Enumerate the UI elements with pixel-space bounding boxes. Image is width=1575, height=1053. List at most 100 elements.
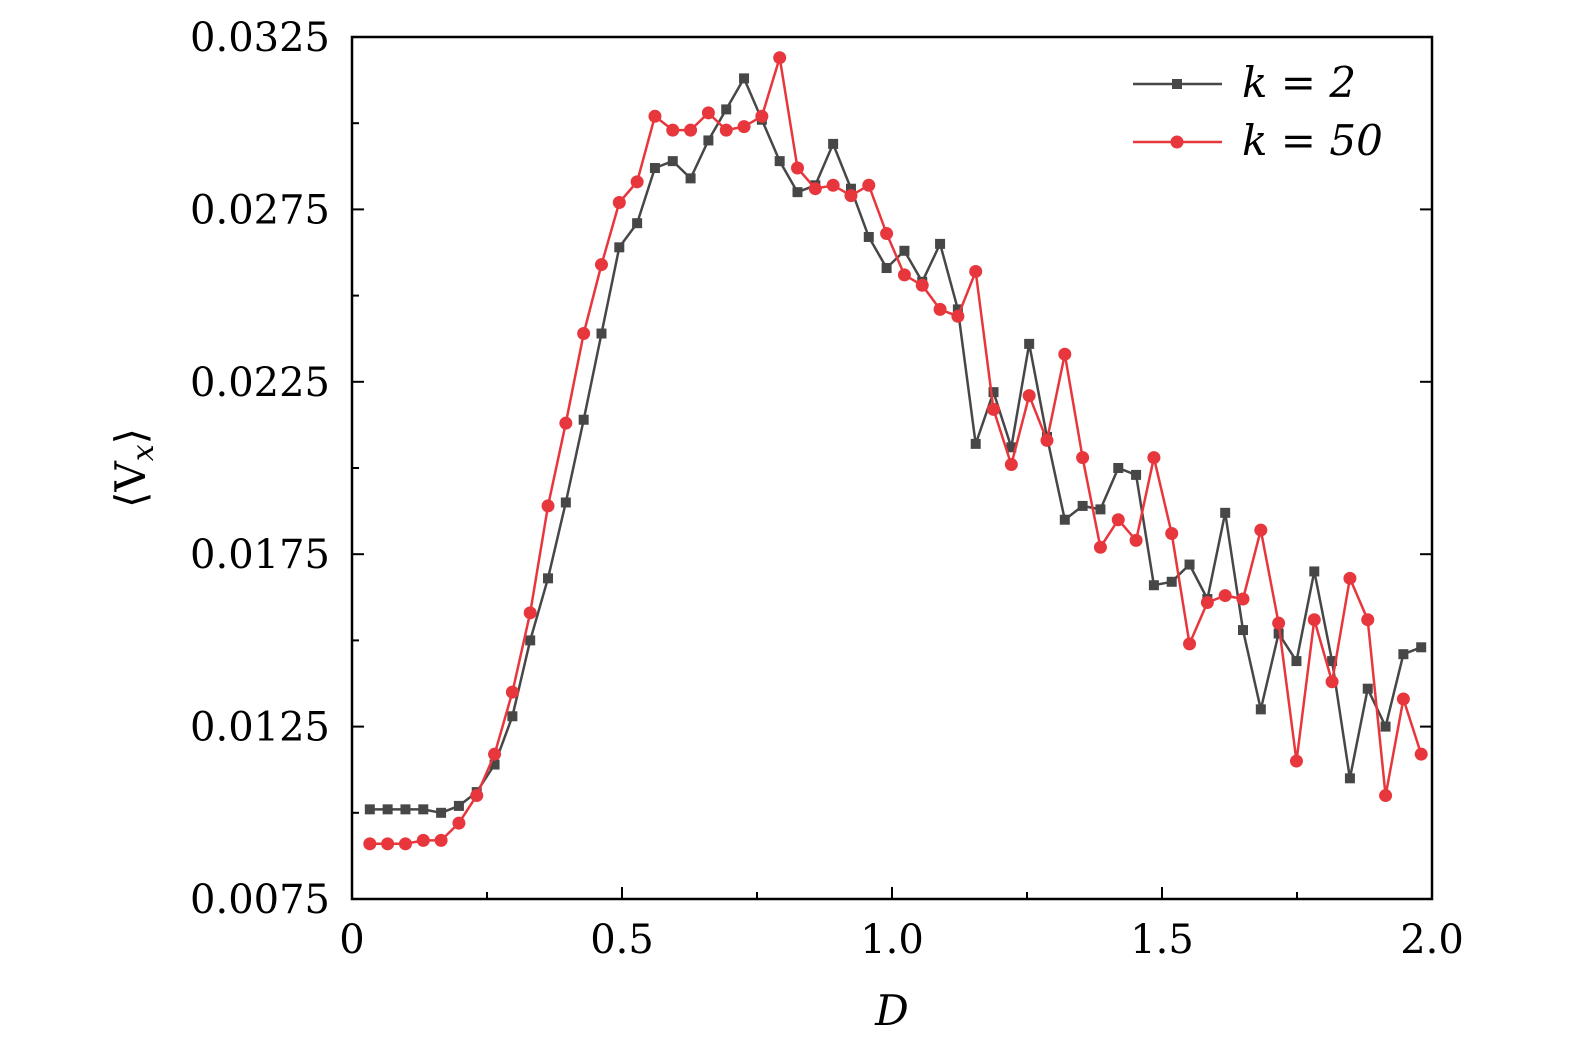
data-point	[1147, 451, 1161, 465]
data-point	[1004, 458, 1018, 472]
legend-k2-label: k = 2	[1242, 58, 1356, 107]
data-point	[648, 109, 662, 123]
data-point	[452, 816, 466, 830]
data-point	[1255, 704, 1266, 715]
data-point	[559, 416, 573, 430]
series-line	[369, 77, 1422, 815]
data-point	[418, 804, 429, 815]
data-point	[881, 263, 892, 274]
data-point	[1093, 540, 1107, 554]
data-point	[363, 837, 377, 851]
data-point	[594, 258, 608, 272]
data-point	[684, 123, 698, 137]
data-point	[701, 106, 715, 120]
data-point	[1166, 576, 1177, 587]
data-point	[935, 238, 946, 249]
data-point	[505, 685, 519, 699]
x-axis-ticks: 0 0.5 1.0 1.5 2.0	[339, 887, 1464, 963]
x-tick-label: 0.5	[590, 917, 654, 963]
y-tick-label: 0.0225	[190, 360, 330, 406]
y-tick-label: 0.0275	[190, 187, 330, 233]
data-point	[897, 268, 911, 282]
data-point	[1058, 347, 1072, 361]
data-point	[1254, 523, 1268, 537]
legend: k = 2 k = 50	[1133, 58, 1383, 165]
data-point	[577, 327, 591, 341]
data-point	[1361, 613, 1375, 627]
data-point	[1379, 789, 1393, 803]
series-line	[369, 56, 1423, 846]
data-point	[1416, 642, 1427, 653]
data-point	[666, 123, 680, 137]
legend-k2-marker	[1172, 79, 1182, 89]
data-point	[1076, 451, 1090, 465]
data-point	[1006, 442, 1017, 453]
data-point	[1111, 513, 1125, 527]
data-point	[541, 499, 555, 513]
data-point	[649, 163, 660, 174]
data-point	[685, 173, 696, 184]
plot-frame	[350, 35, 1434, 901]
data-point	[1238, 625, 1248, 636]
data-point	[667, 156, 678, 167]
data-point	[1272, 616, 1286, 630]
data-point	[1325, 675, 1339, 689]
data-point	[1291, 656, 1302, 667]
data-point	[416, 833, 430, 847]
data-point	[525, 635, 536, 646]
data-point	[1273, 628, 1284, 639]
data-point	[826, 178, 840, 192]
legend-k50-marker	[1170, 135, 1184, 149]
data-point	[1380, 721, 1391, 732]
data-point	[398, 837, 412, 851]
data-point	[1165, 527, 1179, 541]
data-point	[969, 264, 983, 278]
data-point	[578, 414, 589, 425]
data-point	[612, 196, 626, 210]
data-point	[488, 747, 502, 761]
data-point	[523, 606, 537, 620]
data-point	[739, 73, 750, 84]
data-point	[951, 309, 965, 323]
data-point	[364, 804, 375, 815]
data-point	[1024, 338, 1035, 349]
data-point	[845, 183, 856, 194]
data-point	[808, 182, 822, 196]
y-tick-label: 0.0125	[190, 705, 330, 751]
data-point	[792, 187, 803, 198]
data-point	[632, 218, 643, 229]
data-point	[737, 120, 751, 134]
data-point	[1148, 580, 1159, 591]
data-point	[828, 138, 839, 149]
y-tick-label: 0.0075	[190, 877, 330, 923]
data-point	[719, 123, 733, 137]
legend-k50-label: k = 50	[1242, 116, 1383, 165]
data-point	[1022, 389, 1036, 403]
data-point	[543, 573, 554, 584]
data-point	[933, 302, 947, 316]
data-point	[1183, 637, 1197, 651]
data-point	[862, 178, 876, 192]
data-point	[1113, 463, 1124, 473]
data-point	[1307, 613, 1321, 627]
data-point	[1131, 469, 1142, 480]
series-k2	[364, 73, 1427, 818]
data-point	[791, 161, 804, 175]
data-point	[1220, 507, 1231, 518]
x-tick-label: 0	[339, 917, 364, 963]
data-point	[1362, 683, 1373, 694]
data-point	[382, 804, 393, 815]
data-point	[970, 438, 981, 449]
data-point	[1040, 433, 1054, 447]
data-point	[1289, 754, 1303, 768]
data-point	[453, 800, 464, 811]
data-point	[614, 242, 625, 253]
data-point	[630, 175, 644, 189]
data-point	[987, 402, 1001, 416]
data-point	[434, 833, 448, 847]
data-point	[1200, 595, 1214, 609]
y-tick-label: 0.0175	[190, 532, 330, 578]
data-point	[844, 189, 858, 203]
data-point	[489, 759, 500, 770]
